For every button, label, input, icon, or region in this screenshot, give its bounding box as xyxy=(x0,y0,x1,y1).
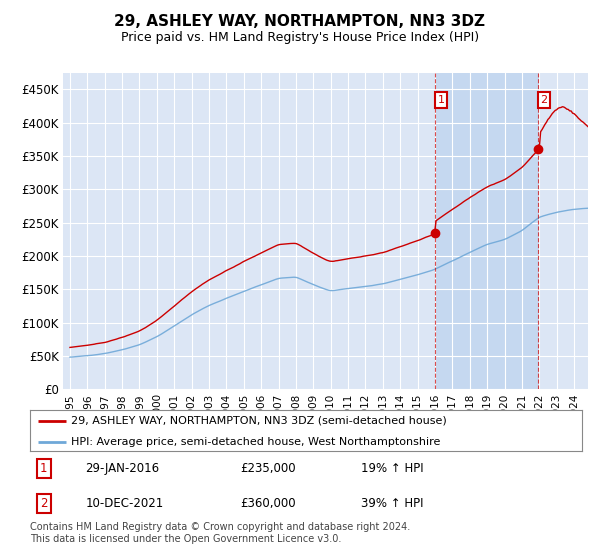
Text: 2: 2 xyxy=(541,95,548,105)
Text: Price paid vs. HM Land Registry's House Price Index (HPI): Price paid vs. HM Land Registry's House … xyxy=(121,31,479,44)
Text: HPI: Average price, semi-detached house, West Northamptonshire: HPI: Average price, semi-detached house,… xyxy=(71,437,441,447)
Bar xyxy=(435,73,538,389)
Text: 10-DEC-2021: 10-DEC-2021 xyxy=(85,497,163,510)
Text: 2: 2 xyxy=(40,497,47,510)
Text: 1: 1 xyxy=(40,462,47,475)
Text: 29, ASHLEY WAY, NORTHAMPTON, NN3 3DZ: 29, ASHLEY WAY, NORTHAMPTON, NN3 3DZ xyxy=(115,14,485,29)
Text: 1: 1 xyxy=(437,95,445,105)
Text: £235,000: £235,000 xyxy=(240,462,295,475)
Text: £360,000: £360,000 xyxy=(240,497,295,510)
Text: 29, ASHLEY WAY, NORTHAMPTON, NN3 3DZ (semi-detached house): 29, ASHLEY WAY, NORTHAMPTON, NN3 3DZ (se… xyxy=(71,416,447,426)
Text: 29-JAN-2016: 29-JAN-2016 xyxy=(85,462,160,475)
Text: 39% ↑ HPI: 39% ↑ HPI xyxy=(361,497,424,510)
Text: 19% ↑ HPI: 19% ↑ HPI xyxy=(361,462,424,475)
Text: Contains HM Land Registry data © Crown copyright and database right 2024.
This d: Contains HM Land Registry data © Crown c… xyxy=(30,522,410,544)
